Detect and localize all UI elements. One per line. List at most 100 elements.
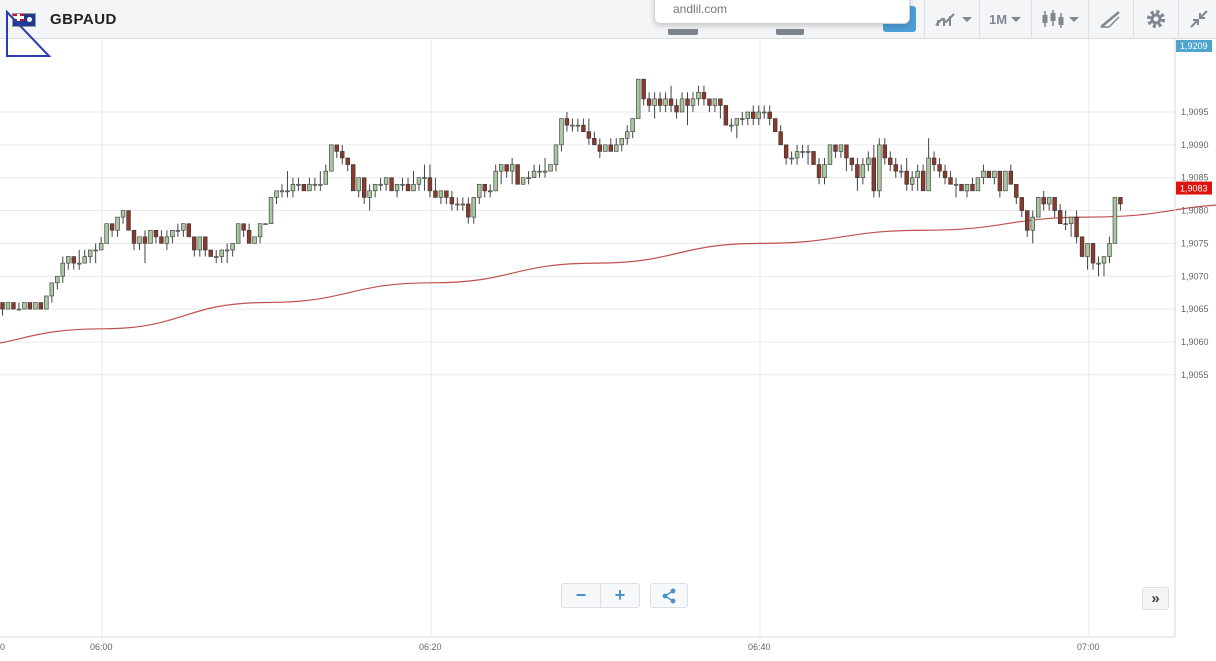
candle xyxy=(460,197,466,211)
candle xyxy=(98,236,104,251)
candle xyxy=(394,183,400,198)
candle-body xyxy=(1003,170,1008,192)
chart-type-dropdown[interactable] xyxy=(934,4,972,34)
candle xyxy=(235,223,241,244)
candle xyxy=(833,144,838,158)
candle xyxy=(652,92,657,119)
candle xyxy=(378,177,383,191)
candle xyxy=(849,157,855,172)
candle xyxy=(893,157,898,178)
candle-body xyxy=(345,157,350,165)
candle xyxy=(27,302,33,310)
candle xyxy=(60,256,65,283)
candle xyxy=(307,177,312,192)
candle-body xyxy=(597,144,603,152)
price-axis: 1,9055 1,9060 1,9065 1,9070 1,9075 1,9080 1,90… xyxy=(0,39,1212,638)
candle xyxy=(345,157,350,172)
candle-body xyxy=(548,164,553,172)
candle xyxy=(1090,243,1096,270)
current-price-tag: 1,9083 xyxy=(1176,181,1212,195)
candle-body xyxy=(307,183,312,192)
candle-body xyxy=(860,164,866,178)
candle-body xyxy=(66,256,71,264)
candle-body xyxy=(778,131,783,146)
draw-tools-button[interactable] xyxy=(1099,4,1121,34)
candle-body xyxy=(131,229,137,244)
candle-body xyxy=(82,256,87,264)
candle-body xyxy=(866,157,871,165)
zoom-in-button[interactable]: + xyxy=(600,584,639,607)
candle-body xyxy=(899,170,904,173)
candle-body xyxy=(696,91,701,100)
candle xyxy=(383,177,389,191)
gear-icon xyxy=(1147,10,1165,28)
candles-layer xyxy=(0,78,1123,316)
expand-button[interactable]: » xyxy=(1142,587,1169,610)
candle-body xyxy=(1068,216,1074,224)
candle-body xyxy=(427,177,433,192)
candle xyxy=(1014,183,1019,204)
candle-body xyxy=(926,157,931,192)
candle-body xyxy=(0,302,5,310)
candle-body xyxy=(948,177,953,185)
candle-body xyxy=(838,144,844,152)
top-price-tag-bg xyxy=(1176,40,1212,52)
symbol-title[interactable]: GBPAUD xyxy=(50,11,117,28)
candle xyxy=(537,164,542,178)
candle xyxy=(948,171,953,185)
collapse-button[interactable] xyxy=(1189,4,1209,34)
candle xyxy=(488,184,493,198)
candle xyxy=(433,177,438,198)
candle xyxy=(87,249,93,264)
candle-body xyxy=(1118,197,1123,205)
candles-dropdown[interactable] xyxy=(1041,4,1079,34)
candle-body xyxy=(619,137,624,146)
candle-body xyxy=(882,144,887,159)
candle xyxy=(635,78,641,119)
candle-body xyxy=(279,190,285,193)
hidden-toolbar-button-right[interactable] xyxy=(776,29,804,35)
candle xyxy=(175,223,181,237)
timeframe-dropdown[interactable]: 1M xyxy=(989,4,1022,34)
settings-button[interactable] xyxy=(1145,4,1167,34)
candlestick-chart[interactable]: 1,9055 1,9060 1,9065 1,9070 1,9075 1,9080 1,90… xyxy=(0,39,1216,661)
candle xyxy=(466,197,471,224)
time-tick-label: 06:20 xyxy=(419,642,442,652)
hidden-toolbar-button-left[interactable] xyxy=(668,29,698,35)
candle xyxy=(285,171,290,198)
candle xyxy=(389,177,394,192)
candle xyxy=(904,157,909,191)
candle-body xyxy=(1008,170,1014,185)
candle-body xyxy=(526,177,531,179)
candle xyxy=(586,118,592,145)
candle xyxy=(745,111,750,126)
candle xyxy=(871,144,877,198)
candle xyxy=(1008,164,1014,185)
candle xyxy=(1030,210,1035,244)
candle xyxy=(970,177,975,192)
candle-body xyxy=(959,183,964,192)
candle-body xyxy=(219,249,224,257)
price-tick-label: 1,9075 xyxy=(1181,238,1209,248)
candle xyxy=(899,164,904,178)
candle-body xyxy=(394,183,400,192)
candle xyxy=(997,170,1003,198)
candle-body xyxy=(477,183,482,198)
candle xyxy=(49,282,55,303)
price-tick-label: 1,9055 xyxy=(1181,370,1209,380)
candle-body xyxy=(153,229,159,238)
candle-body xyxy=(38,302,44,310)
candle-body xyxy=(729,124,734,127)
candle-body xyxy=(170,229,175,238)
candle-body xyxy=(701,91,707,100)
candle xyxy=(109,223,115,237)
candle xyxy=(619,137,624,152)
candle-body xyxy=(109,223,115,231)
candle-body xyxy=(537,170,542,173)
share-button[interactable] xyxy=(650,583,688,608)
candle-body xyxy=(915,170,920,179)
candle xyxy=(520,177,526,185)
candle xyxy=(246,223,252,244)
candle-body xyxy=(630,118,635,133)
zoom-out-button[interactable]: − xyxy=(575,585,587,605)
